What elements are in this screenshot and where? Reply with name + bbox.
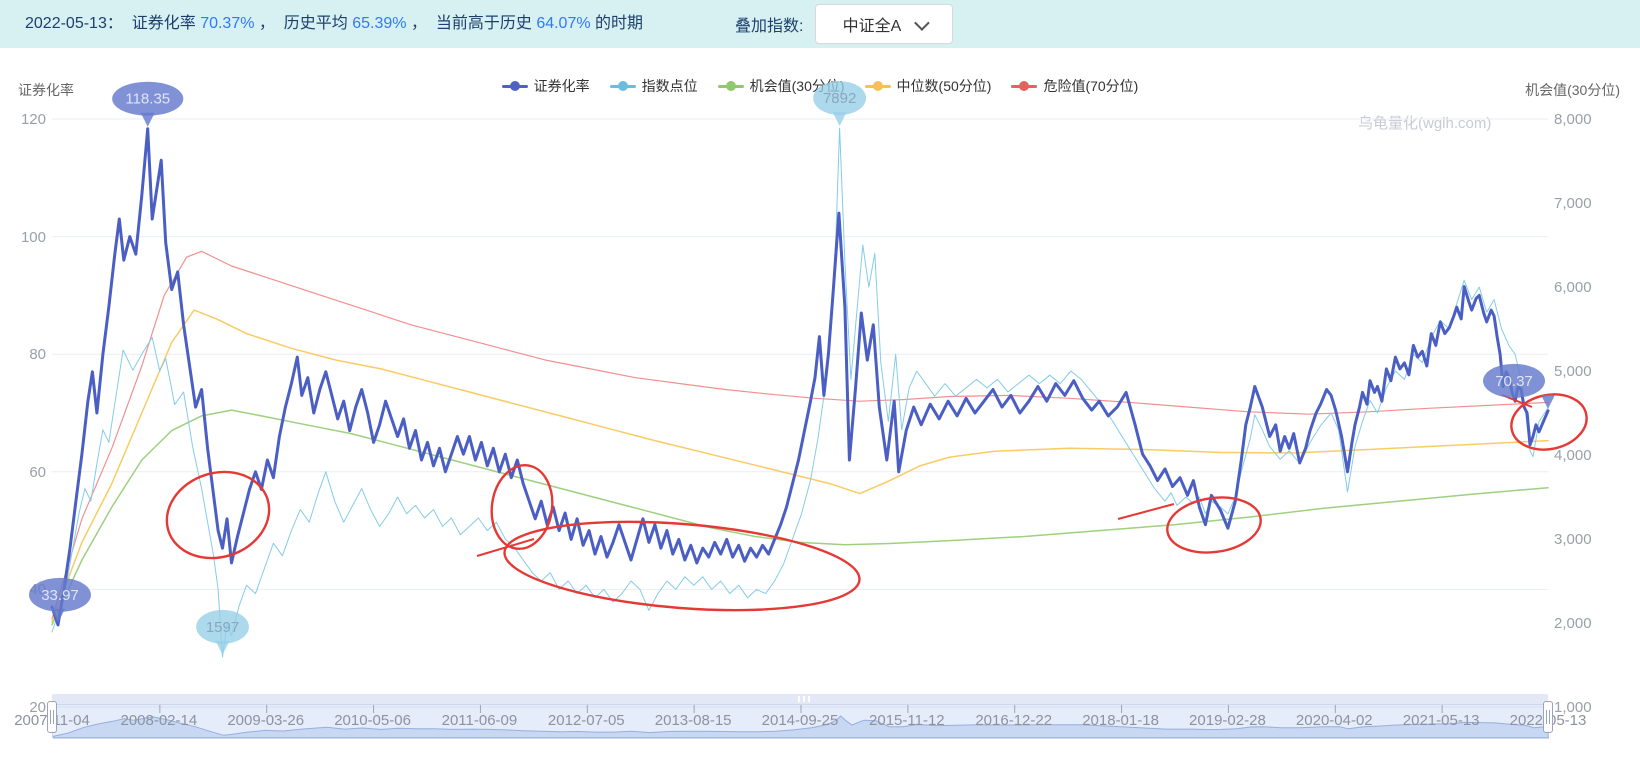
right-axis-tick: 1,000	[1554, 699, 1592, 716]
x-axis-labels: 2007-11-042008-02-142009-03-262010-05-06…	[14, 712, 1586, 732]
percentile-value: 64.07%	[536, 15, 591, 32]
overlay-index-label: 叠加指数:	[735, 18, 804, 35]
x-axis-tick: 2011-06-09	[441, 712, 518, 729]
x-axis-tick: 2008-02-14	[120, 712, 198, 729]
navigator-track	[52, 694, 1548, 704]
navigator-left-handle[interactable]	[47, 701, 57, 733]
chart-area: 证券化率 机会值(30分位) 证券化率 指数点位 机会值(30分位) 中位数(5…	[0, 48, 1640, 757]
x-axis-tick: 2014-09-25	[761, 712, 839, 729]
right-axis-title: 机会值(30分位)	[1525, 82, 1620, 98]
x-axis-tick: 2009-03-26	[227, 712, 305, 729]
mark-point-70.37: 70.37	[1483, 363, 1555, 409]
x-axis-tick: 2020-04-02	[1295, 712, 1373, 729]
x-axis-tick: 2015-11-12	[869, 712, 945, 729]
left-axis-tick: 120	[20, 111, 46, 128]
index-select-value: 中证全A	[842, 18, 902, 35]
legend-marker-icon	[864, 80, 891, 92]
x-axis-tick: 2019-02-28	[1189, 712, 1266, 729]
svg-text:1597: 1597	[206, 619, 239, 636]
timeline-navigator[interactable]	[47, 694, 1553, 739]
left-axis-tick: 20	[29, 699, 46, 716]
right-axis-tick: 8,000	[1554, 111, 1592, 128]
overlay-index-control: 叠加指数: 中证全A	[735, 0, 954, 48]
legend-item-中位数(50分位)[interactable]: 中位数(50分位)	[864, 76, 991, 96]
right-axis-tick: 3,000	[1554, 531, 1592, 548]
chevron-down-icon	[914, 14, 930, 31]
right-axis-tick: 5,000	[1554, 363, 1592, 380]
legend-marker-icon	[501, 80, 528, 92]
left-axis-tick: 60	[29, 463, 46, 481]
navigator-grip-icon[interactable]	[798, 696, 814, 702]
left-axis-title: 证券化率	[18, 82, 74, 98]
x-axis-tick: 2012-07-05	[547, 712, 625, 729]
legend-item-证券化率[interactable]: 证券化率	[501, 76, 590, 96]
left-axis-tick: 40	[29, 581, 46, 599]
historical-average-value: 65.39%	[352, 15, 407, 32]
x-axis-tick: 2018-01-18	[1082, 712, 1159, 729]
legend-item-指数点位[interactable]: 指数点位	[609, 76, 698, 96]
mark-point-1597: 1597	[196, 609, 249, 655]
x-axis-tick: 2021-05-13	[1402, 712, 1480, 729]
left-axis-tick: 80	[29, 346, 46, 364]
legend-item-危险值(70分位)[interactable]: 危险值(70分位)	[1011, 76, 1138, 96]
x-axis-tick: 2016-12-22	[975, 712, 1053, 729]
navigator-right-handle[interactable]	[1543, 701, 1553, 733]
left-axis-tick: 100	[20, 228, 46, 246]
index-select[interactable]: 中证全A	[815, 4, 954, 44]
right-axis-tick: 7,000	[1554, 195, 1592, 212]
navigator-selected-range[interactable]	[52, 704, 1550, 739]
right-axis-tick: 4,000	[1554, 447, 1592, 464]
summary-text: 2022-05-13： 证券化率 70.37% ， 历史平均 65.39% ， …	[25, 15, 644, 32]
svg-text:70.37: 70.37	[1495, 373, 1533, 390]
x-axis-tick: 2013-08-15	[654, 712, 732, 729]
legend-marker-icon	[609, 80, 636, 92]
svg-text:33.97: 33.97	[41, 587, 79, 604]
right-axis-tick: 2,000	[1554, 615, 1592, 632]
legend-marker-icon	[717, 80, 744, 92]
current-ratio-value: 70.37%	[200, 15, 255, 32]
legend-marker-icon	[1011, 80, 1038, 92]
summary-bar: 2022-05-13： 证券化率 70.37% ， 历史平均 65.39% ， …	[0, 0, 1640, 48]
right-axis-tick: 6,000	[1554, 279, 1592, 296]
legend-item-机会值(30分位)[interactable]: 机会值(30分位)	[717, 76, 845, 96]
x-axis-tick: 2010-05-06	[334, 712, 411, 729]
watermark: 乌龟量化(wglh.com)	[1358, 115, 1492, 132]
legend: 证券化率 指数点位 机会值(30分位) 中位数(50分位) 危险值(70分位)	[0, 76, 1640, 96]
summary-date-label: 2022-05-13： 证券化率	[25, 15, 201, 32]
